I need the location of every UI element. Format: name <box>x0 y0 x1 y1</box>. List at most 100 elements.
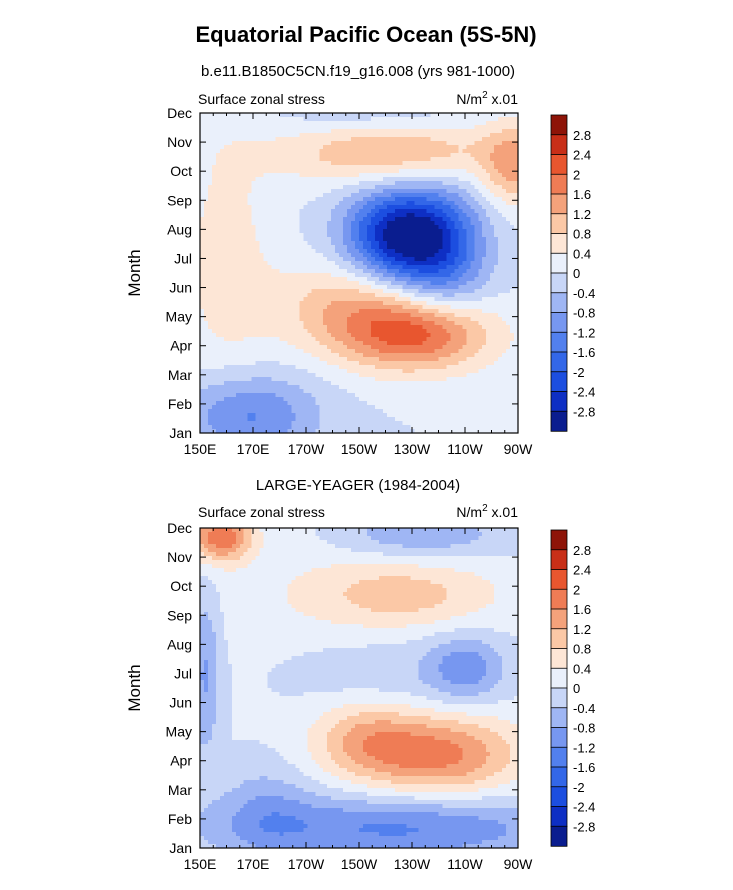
contour-cell <box>370 129 376 134</box>
contour-cell <box>327 353 332 358</box>
contour-cell <box>235 321 241 326</box>
contour-cell <box>390 125 396 130</box>
contour-cell <box>510 229 515 234</box>
contour-cell <box>255 209 261 214</box>
contour-cell <box>235 261 241 266</box>
contour-cell <box>275 265 281 270</box>
contour-cell <box>291 333 297 338</box>
contour-cell <box>315 189 320 194</box>
contour-cell <box>219 321 225 326</box>
contour-cell <box>382 305 388 310</box>
contour-cell <box>462 229 467 234</box>
contour-cell <box>418 121 424 126</box>
contour-cell <box>470 341 475 346</box>
contour-cell <box>490 201 495 206</box>
contour-cell <box>227 237 233 242</box>
contour-cell <box>458 217 463 222</box>
contour-cell <box>446 169 452 174</box>
contour-cell <box>430 205 436 210</box>
contour-cell <box>203 169 209 174</box>
contour-cell <box>227 181 233 186</box>
contour-cell <box>438 189 444 194</box>
contour-cell <box>211 157 217 162</box>
contour-cell <box>351 317 356 322</box>
contour-cell <box>394 125 400 130</box>
contour-cell <box>203 257 209 262</box>
contour-cell <box>303 349 308 354</box>
contour-cell <box>315 145 320 150</box>
contour-cell <box>263 285 269 290</box>
contour-cell <box>422 261 428 266</box>
contour-cell <box>351 141 356 146</box>
contour-cell <box>446 221 452 226</box>
contour-cell <box>263 265 269 270</box>
contour-cell <box>438 117 444 122</box>
contour-cell <box>374 309 380 314</box>
contour-cell <box>498 245 503 250</box>
contour-cell <box>450 121 456 126</box>
contour-cell <box>323 233 328 238</box>
contour-cell <box>355 265 360 270</box>
contour-cell <box>506 305 511 310</box>
contour-cell <box>315 269 320 274</box>
contour-cell <box>514 309 519 314</box>
contour-cell <box>215 265 221 270</box>
contour-cell <box>295 125 300 130</box>
contour-cell <box>243 165 249 170</box>
panel-top: b.e11.B1850C5CN.f19_g16.008 (yrs 981-100… <box>125 63 595 457</box>
contour-cell <box>506 245 511 250</box>
contour-cell <box>382 197 388 202</box>
contour-cell <box>470 157 475 162</box>
contour-cell <box>335 185 340 190</box>
contour-cell <box>211 257 217 262</box>
contour-cell <box>235 157 241 162</box>
contour-cell <box>438 185 444 190</box>
contour-cell <box>458 193 463 198</box>
contour-cell <box>466 177 471 182</box>
contour-cell <box>263 169 269 174</box>
contour-cell <box>339 353 344 358</box>
contour-cell <box>331 197 336 202</box>
contour-cell <box>343 349 348 354</box>
contour-cell <box>510 301 515 306</box>
contour-cell <box>366 129 372 134</box>
contour-cell <box>494 137 499 142</box>
contour-cell <box>474 141 479 146</box>
contour-cell <box>362 221 368 226</box>
contour-cell <box>378 153 384 158</box>
contour-cell <box>434 341 440 346</box>
contour-cell <box>319 221 324 226</box>
contour-cell <box>355 189 360 194</box>
contour-cell <box>239 173 245 178</box>
contour-cell <box>287 297 293 302</box>
contour-cell <box>442 121 448 126</box>
contour-cell <box>243 273 249 278</box>
contour-cell <box>275 121 281 126</box>
contour-cell <box>430 265 436 270</box>
contour-cell <box>299 133 304 138</box>
contour-cell <box>466 269 471 274</box>
contour-cell <box>215 261 221 266</box>
contour-cell <box>398 249 404 254</box>
contour-cell <box>490 153 495 158</box>
contour-cell <box>486 325 491 330</box>
contour-cell <box>486 261 491 266</box>
contour-cell <box>311 281 316 286</box>
contour-cell <box>434 225 440 230</box>
contour-cell <box>478 137 483 142</box>
contour-cell <box>442 265 448 270</box>
contour-cell <box>315 117 320 122</box>
contour-cell <box>331 241 336 246</box>
contour-cell <box>446 265 452 270</box>
contour-cell <box>362 129 368 134</box>
contour-cell <box>438 233 444 238</box>
contour-cell <box>398 281 404 286</box>
contour-cell <box>434 337 440 342</box>
contour-cell <box>231 285 237 290</box>
contour-cell <box>446 181 452 186</box>
contour-cell <box>307 225 312 230</box>
contour-cell <box>287 337 293 342</box>
contour-cell <box>390 357 396 362</box>
contour-cell <box>450 137 456 142</box>
contour-cell <box>323 313 328 318</box>
